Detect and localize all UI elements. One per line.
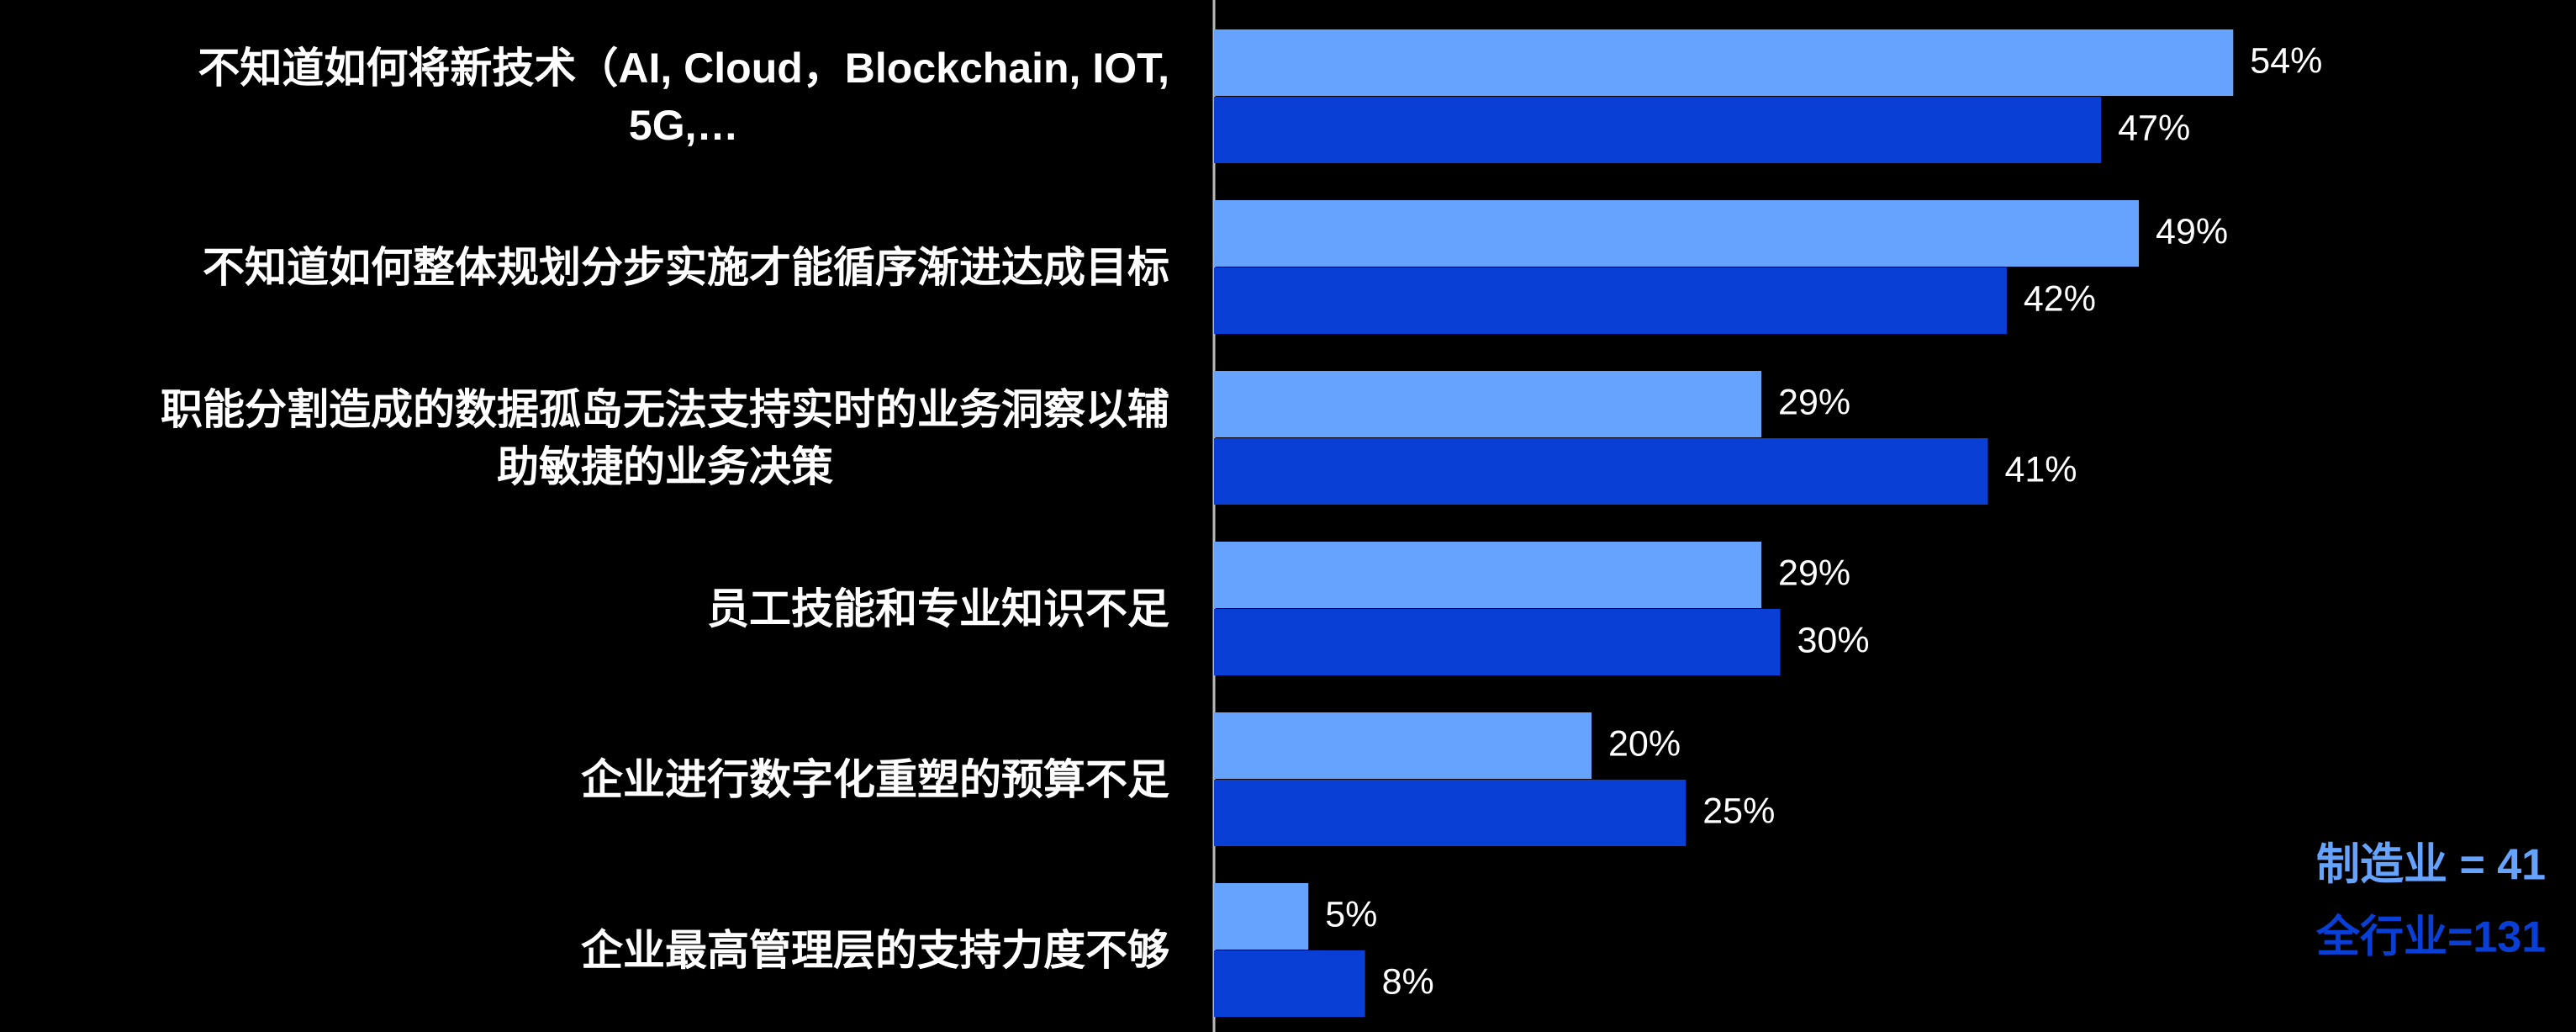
value-label: 20% <box>1608 723 1681 764</box>
bar <box>1214 29 2234 96</box>
value-label: 42% <box>2024 278 2096 319</box>
category-label-box: 职能分割造成的数据孤岛无法支持实时的业务洞察以辅 助敏捷的业务决策 <box>0 381 1169 495</box>
value-label: 5% <box>1325 894 1377 934</box>
category-label-box: 不知道如何将新技术（AI, Cloud，Blockchain, IOT, 5G,… <box>0 40 1169 154</box>
category-label: 员工技能和专业知识不足 <box>707 585 1169 632</box>
value-label: 49% <box>2156 211 2228 251</box>
bar <box>1214 200 2140 267</box>
category-label: 企业进行数字化重塑的预算不足 <box>581 756 1169 803</box>
bar <box>1214 97 2102 163</box>
value-label: 29% <box>1778 382 1850 422</box>
value-label: 54% <box>2250 40 2322 81</box>
category-label: 企业最高管理层的支持力度不够 <box>581 927 1169 974</box>
bar <box>1214 438 1988 505</box>
bar <box>1214 371 1762 437</box>
value-label: 29% <box>1778 553 1850 593</box>
category-label-box: 企业进行数字化重塑的预算不足 <box>0 751 1169 808</box>
value-label: 8% <box>1382 961 1434 1002</box>
bar <box>1214 609 1781 675</box>
bar <box>1214 267 2007 334</box>
legend-entry: 全行业=131 <box>2315 913 2546 962</box>
value-label: 30% <box>1797 620 1870 660</box>
value-label: 25% <box>1702 791 1775 831</box>
category-label: 职能分割造成的数据孤岛无法支持实时的业务洞察以辅 助敏捷的业务决策 <box>161 386 1169 490</box>
category-label-box: 不知道如何整体规划分步实施才能循序渐进达成目标 <box>0 239 1169 296</box>
bar <box>1214 883 1309 950</box>
category-label: 不知道如何整体规划分步实施才能循序渐进达成目标 <box>203 244 1169 291</box>
bar <box>1214 950 1365 1017</box>
bar <box>1214 712 1592 779</box>
legend-entry: 制造业 = 41 <box>2316 841 2546 890</box>
bar <box>1214 780 1687 846</box>
category-label: 不知道如何将新技术（AI, Cloud，Blockchain, IOT, 5G,… <box>198 45 1169 149</box>
bar <box>1214 542 1762 608</box>
category-label-box: 员工技能和专业知识不足 <box>0 580 1169 638</box>
category-label-box: 企业最高管理层的支持力度不够 <box>0 922 1169 979</box>
value-label: 47% <box>2118 108 2190 148</box>
value-label: 41% <box>2004 449 2077 490</box>
